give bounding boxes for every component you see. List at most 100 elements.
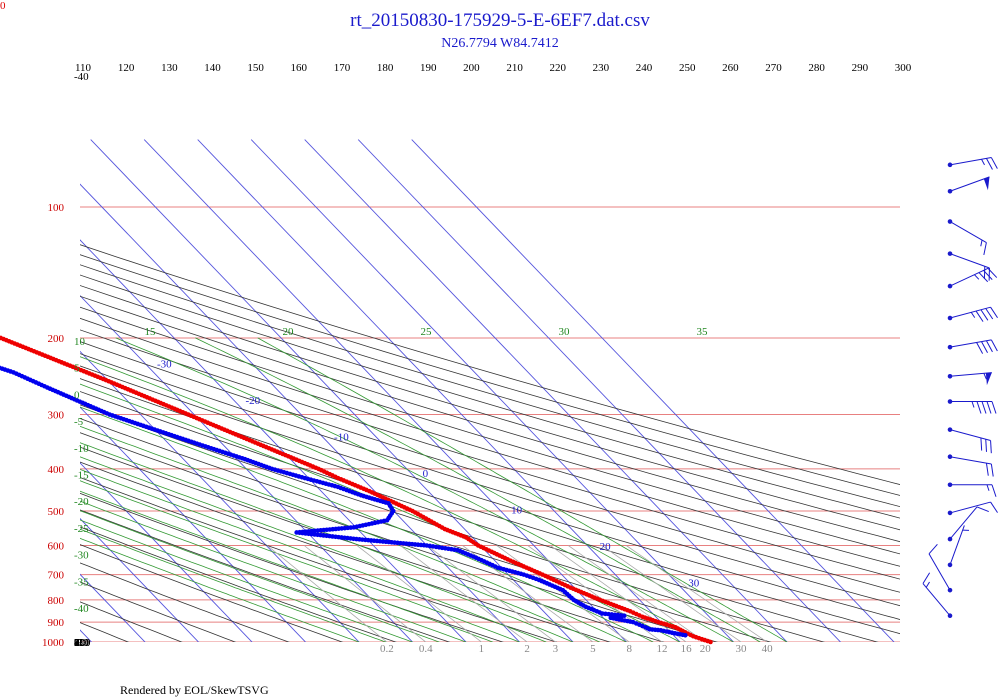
dewpoint-profile	[0, 365, 688, 638]
top-theta-label: 160	[291, 62, 308, 74]
mixing-ratio-label: 5	[590, 643, 596, 655]
dry-adiabat-label: 60	[74, 637, 86, 649]
isotherm-line	[411, 139, 895, 642]
moist-top-label: 30	[559, 326, 571, 338]
mixing-ratio-label: 30	[736, 643, 748, 655]
mixing-ratio-line	[400, 545, 528, 642]
dry-adiabat	[80, 492, 504, 642]
mixing-ratio-label: 12	[657, 643, 668, 655]
top-theta-label: 220	[549, 62, 566, 74]
wind-barb-feather	[976, 342, 984, 354]
dry-adiabat	[80, 353, 900, 607]
chart-title: rt_20150830-175929-5-E-6EF7.dat.csv	[350, 10, 650, 31]
dry-adiabat-label: 90	[74, 637, 86, 649]
mixing-ratio-line	[356, 545, 483, 642]
dry-adiabat	[80, 581, 237, 642]
wind-barb-staff	[949, 372, 992, 377]
wind-barb-feather	[976, 506, 989, 513]
moist-adiabat	[80, 425, 627, 642]
dry-adiabat-label: -20	[74, 637, 89, 649]
top-theta-label: 230	[593, 62, 610, 74]
isotherm-line	[357, 139, 842, 642]
pressure-label: 600	[48, 540, 65, 552]
moist-adiabat-label: 0	[74, 389, 80, 401]
top-theta-label: 260	[722, 62, 739, 74]
mixing-ratio-line	[626, 545, 768, 642]
moist-adiabat	[80, 456, 574, 642]
dry-adiabat-label: 20	[74, 637, 86, 649]
wind-barb-feather	[985, 439, 987, 452]
temperature-profile-point	[0, 335, 4, 341]
moist-adiabat-label: -30	[74, 550, 89, 562]
wind-barb-feather	[980, 437, 983, 451]
wind-barb-half-feather	[925, 581, 930, 588]
isotherm-line	[143, 139, 628, 642]
moist-adiabat	[80, 528, 386, 642]
top-theta-label: 290	[852, 62, 869, 74]
top-theta-label: 300	[895, 62, 912, 74]
moist-adiabat	[80, 356, 707, 642]
wind-barbs	[922, 157, 998, 618]
dry-adiabat	[80, 329, 900, 580]
mixing-ratio-line	[266, 545, 388, 642]
moist-top-label: 25	[421, 326, 433, 338]
mixing-ratio-line	[601, 545, 742, 642]
mixing-ratio-line	[426, 545, 557, 642]
dry-adiabat	[80, 285, 900, 531]
dry-adiabat	[80, 562, 290, 642]
isotherm-line	[80, 462, 253, 642]
footer-credit: Rendered by EOL/SkewTSVG	[120, 683, 269, 697]
moist-top-label: 20	[283, 326, 295, 338]
isotherm-label: -10	[334, 432, 349, 444]
moist-top-label: 15	[145, 326, 157, 338]
isotherm-line	[80, 183, 521, 642]
mixing-ratio-label: 0.2	[380, 643, 394, 655]
isotherm-label: -20	[246, 395, 261, 407]
moist-adiabat	[80, 510, 440, 642]
mixing-ratio-label: 1	[479, 643, 485, 655]
moist-adiabat-label: -35	[74, 576, 89, 588]
wind-barb-feather	[987, 268, 998, 278]
isotherm-line	[80, 406, 307, 642]
top-theta-label: 170	[334, 62, 351, 74]
mixing-ratio-label: 20	[700, 643, 712, 655]
pressure-label: 700	[48, 570, 65, 582]
isotherm-line	[197, 139, 681, 642]
wind-barb-point	[947, 283, 953, 289]
dry-adiabat	[80, 365, 900, 620]
moist-adiabat-label: -5	[74, 416, 84, 428]
top-theta-label: 180	[377, 62, 394, 74]
dry-adiabat-label: 80	[74, 637, 86, 649]
pressure-label: 100	[48, 202, 65, 214]
wind-barb-staff	[949, 501, 991, 514]
dry-adiabat-label: 10	[74, 637, 86, 649]
top-theta-label: 150	[247, 62, 264, 74]
moist-adiabat	[195, 337, 761, 642]
mixing-ratio-label: 2	[524, 643, 530, 655]
moist-adiabat-label: -15	[74, 470, 89, 482]
wind-barb-staff	[949, 339, 992, 348]
wind-barb-feather	[928, 543, 938, 555]
dry-adiabat	[80, 264, 900, 508]
isotherm-line	[80, 350, 360, 642]
moist-adiabat	[80, 537, 360, 642]
pressure-label: 400	[48, 464, 65, 476]
isotherm-line	[80, 517, 200, 642]
top-theta-label: 120	[118, 62, 135, 74]
isotherm-label: 30	[688, 578, 700, 590]
isotherm-label: -30	[157, 359, 172, 371]
wind-barb-half-feather	[974, 274, 980, 280]
wind-barb-staff	[949, 506, 978, 540]
dry-adiabat	[0, 140, 43, 652]
isotherm-label: 0	[423, 468, 429, 480]
dry-adiabat	[80, 509, 451, 642]
wind-barb-feather	[990, 463, 994, 477]
dry-adiabat-label: 30	[74, 637, 86, 649]
wind-barb-feather	[990, 440, 992, 454]
wind-barb-feather	[922, 572, 931, 584]
top-theta-label: 110	[75, 62, 92, 74]
top-theta-label: 240	[636, 62, 653, 74]
dry-adiabat-label: 50	[74, 637, 86, 649]
mixing-ratio-label: 8	[626, 643, 632, 655]
wind-barb-point	[947, 315, 953, 321]
